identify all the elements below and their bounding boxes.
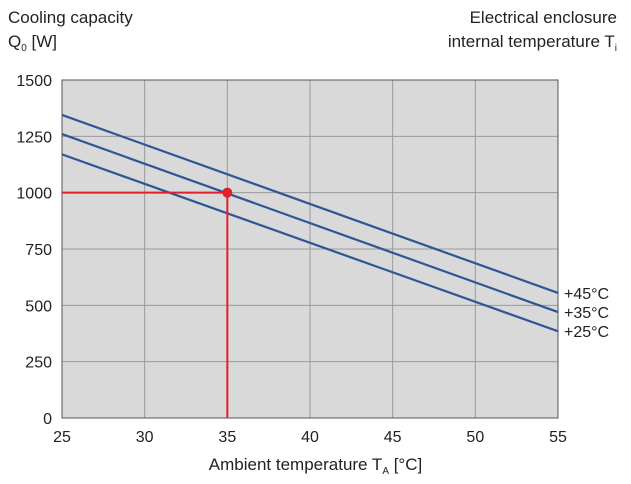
y-tick-label: 1000 [16, 186, 52, 203]
legend-title-line2: internal temperature Ti [448, 32, 617, 59]
x-tick-label: 25 [53, 429, 71, 446]
x-tick-label: 55 [549, 429, 567, 446]
y-axis-symbol: Q [8, 32, 22, 51]
x-tick-label: 35 [218, 429, 236, 446]
x-tick-label: 40 [301, 429, 319, 446]
legend-title-text: internal temperature T [447, 32, 615, 51]
y-axis-unit: [W] [26, 32, 58, 51]
y-tick-label: 0 [43, 411, 52, 428]
y-tick-label: 1500 [16, 73, 52, 90]
x-tick-label: 45 [384, 429, 402, 446]
plot-frame [61, 79, 559, 419]
x-axis-title-subscript: A [382, 466, 389, 477]
y-tick-label: 250 [25, 355, 52, 372]
x-axis-unit: [°C] [388, 455, 423, 474]
x-axis-title-text: Ambient temperature T [208, 455, 383, 474]
legend-title-line1: Electrical enclosure [469, 8, 617, 27]
series-label: +35°C [564, 305, 609, 322]
x-tick-label: 30 [136, 429, 154, 446]
y-axis-title-line2: Q0 [W] [8, 32, 57, 59]
series-line [61, 133, 559, 314]
y-axis-title-line1: Cooling capacity [8, 8, 133, 27]
series-line [61, 153, 559, 333]
annotation-point [222, 187, 233, 198]
series-label: +45°C [564, 286, 609, 303]
y-tick-label: 1250 [16, 129, 52, 146]
y-axis-symbol-subscript: 0 [21, 43, 27, 54]
x-axis-title: Ambient temperature TA [°C] [0, 455, 631, 482]
y-tick-label: 750 [25, 242, 52, 259]
x-tick-label: 50 [466, 429, 484, 446]
series-line [61, 113, 559, 294]
legend-title-subscript: i [614, 43, 617, 54]
series-label: +25°C [564, 324, 609, 341]
y-tick-label: 500 [25, 298, 52, 315]
